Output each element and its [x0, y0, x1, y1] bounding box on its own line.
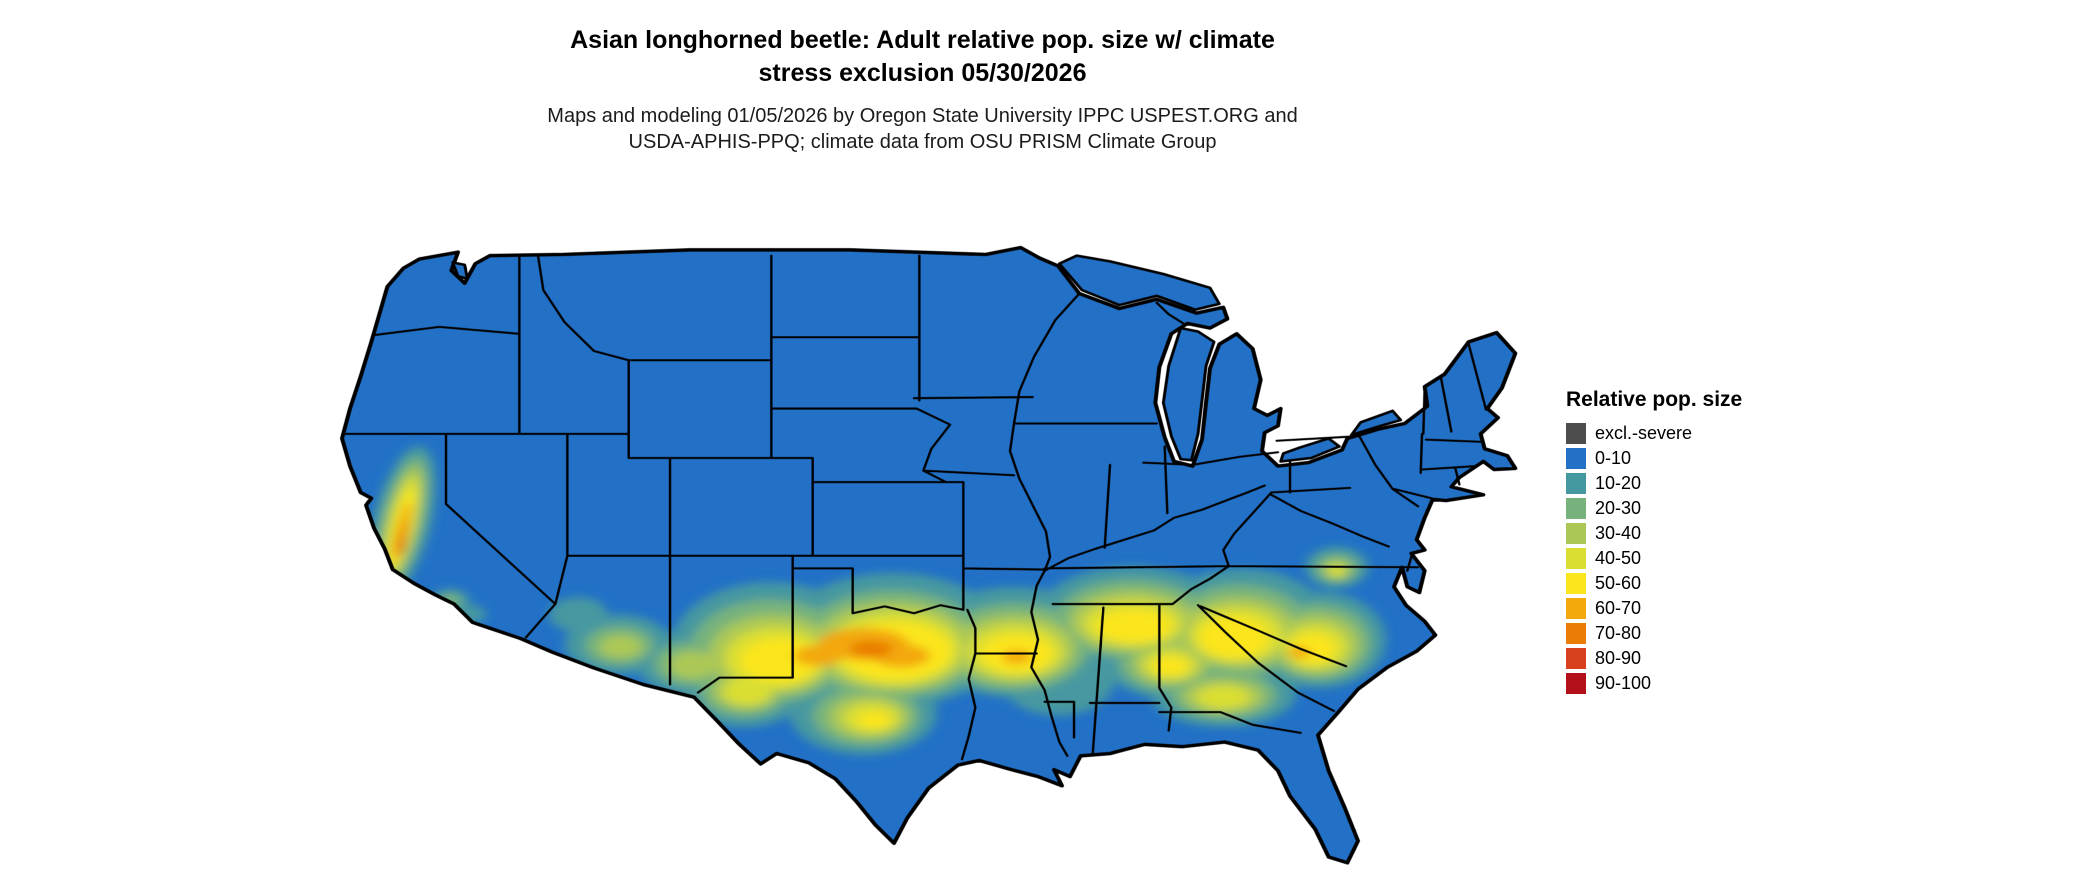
legend-label: 90-100 — [1595, 673, 1652, 693]
legend-label: 0-10 — [1595, 448, 1632, 468]
legend-item: excl.-severe — [1566, 421, 1742, 446]
legend-swatch — [1566, 448, 1586, 469]
legend-swatch — [1566, 598, 1586, 619]
state-borders — [342, 254, 1488, 761]
puget-sound — [451, 261, 469, 280]
legend: Relative pop. size excl.-severe 0-10 10-… — [1566, 388, 1742, 696]
legend-swatch — [1566, 573, 1586, 594]
legend-label: 30-40 — [1595, 523, 1642, 543]
legend-label: 40-50 — [1595, 548, 1642, 568]
lake-superior — [1057, 254, 1221, 311]
legend-label: 70-80 — [1595, 623, 1642, 643]
legend-item: 30-40 — [1566, 521, 1742, 546]
us-map-svg — [340, 245, 1518, 865]
lake-ontario — [1349, 409, 1403, 437]
legend-label: 50-60 — [1595, 573, 1642, 593]
great-lakes — [451, 254, 1403, 463]
legend-item: 20-30 — [1566, 496, 1742, 521]
legend-item: 50-60 — [1566, 571, 1742, 596]
legend-swatch — [1566, 548, 1586, 569]
subtitle-line2: USDA-APHIS-PPQ; climate data from OSU PR… — [628, 131, 1217, 154]
legend-label: 60-70 — [1595, 598, 1642, 618]
legend-swatch — [1566, 523, 1586, 544]
legend-item: 0-10 — [1566, 446, 1742, 471]
legend-swatch — [1566, 623, 1586, 644]
legend-item: 10-20 — [1566, 471, 1742, 496]
legend-title: Relative pop. size — [1566, 388, 1743, 411]
subtitle-block: Maps and modeling 01/05/2026 by Oregon S… — [0, 103, 1845, 156]
legend-swatch — [1566, 673, 1586, 694]
lake-erie — [1279, 437, 1341, 463]
legend-swatch — [1566, 498, 1586, 519]
band-80-90 — [398, 536, 406, 555]
subtitle-line1: Maps and modeling 01/05/2026 by Oregon S… — [547, 105, 1298, 127]
legend-swatch — [1566, 423, 1586, 444]
legend-label: 20-30 — [1595, 498, 1642, 518]
title-block: Asian longhorned beetle: Adult relative … — [0, 24, 1845, 156]
lake-michigan — [1161, 326, 1216, 462]
legend-label: 80-90 — [1595, 648, 1642, 668]
legend-item: 90-100 — [1566, 671, 1742, 696]
legend-label: 10-20 — [1595, 473, 1642, 493]
legend-swatch — [1566, 473, 1586, 494]
legend-item: 80-90 — [1566, 646, 1742, 671]
legend-label: excl.-severe — [1595, 423, 1693, 443]
population-bands — [367, 445, 1386, 755]
map-title-line1: Asian longhorned beetle: Adult relative … — [570, 26, 1275, 54]
map-title-line2: stress exclusion 05/30/2026 — [758, 59, 1087, 87]
legend-item: 70-80 — [1566, 621, 1742, 646]
legend-swatch — [1566, 648, 1586, 669]
us-map — [290, 205, 1570, 895]
legend-item: 60-70 — [1566, 596, 1742, 621]
legend-item: 40-50 — [1566, 546, 1742, 571]
